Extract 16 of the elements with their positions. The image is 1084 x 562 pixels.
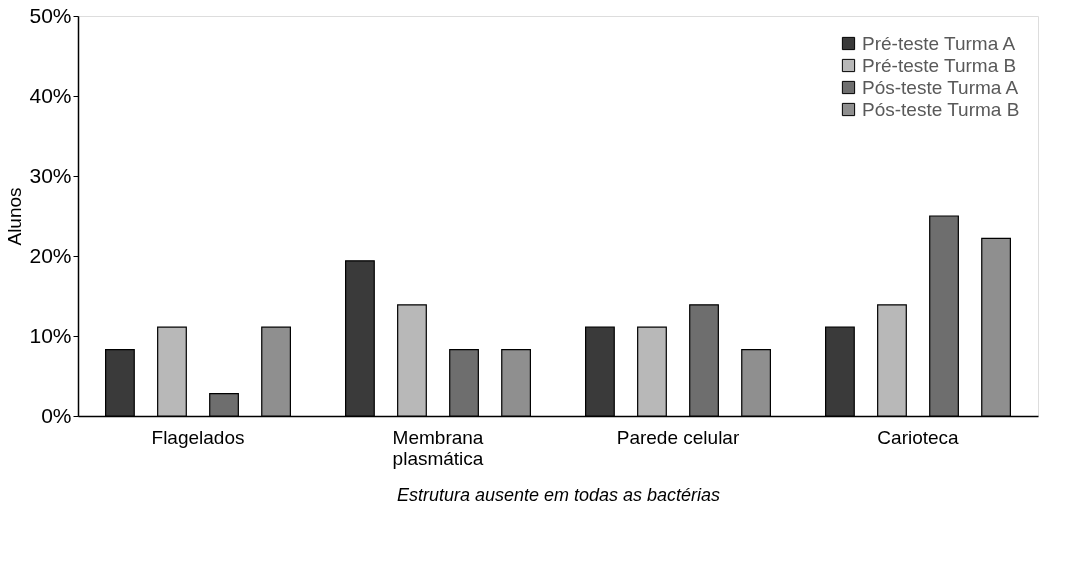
y-tick-label: 50% bbox=[29, 3, 72, 27]
x-tick-label: Flagelados bbox=[151, 426, 245, 448]
legend-label: Pré-teste Turma A bbox=[862, 32, 1016, 54]
y-axis-title: Alunos bbox=[4, 187, 26, 246]
y-tick-label: 30% bbox=[29, 163, 72, 187]
x-tick-label: Parede celular bbox=[616, 426, 740, 448]
legend-label: Pré-teste Turma B bbox=[862, 54, 1017, 76]
x-axis-title: Estrutura ausente em todas as bactérias bbox=[396, 484, 721, 505]
x-tick-label: Carioteca bbox=[877, 426, 960, 448]
y-tick-label: 0% bbox=[41, 403, 72, 427]
y-tick-label: 40% bbox=[29, 83, 72, 107]
y-tick-label: 20% bbox=[29, 243, 72, 267]
x-tick-label: Membrana plasmática bbox=[392, 426, 484, 469]
y-tick-label: 10% bbox=[29, 323, 72, 347]
legend-label: Pós-teste Turma A bbox=[862, 76, 1019, 98]
legend-label: Pós-teste Turma B bbox=[862, 98, 1020, 120]
